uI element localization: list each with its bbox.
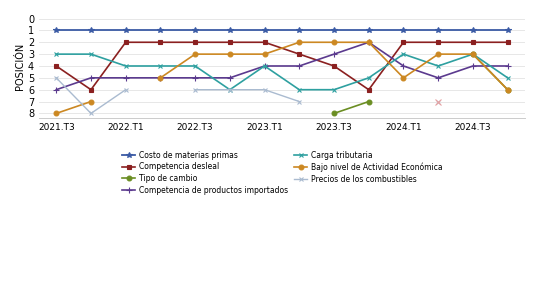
Carga tributaria <box>366 76 372 80</box>
Costo de materias primas <box>261 29 268 32</box>
Competencia desleal <box>331 64 338 68</box>
Competencia de productos importados <box>366 40 372 44</box>
Carga tributaria <box>470 52 476 56</box>
Competencia desleal <box>296 52 302 56</box>
Carga tributaria <box>261 64 268 68</box>
Precios de los combustibles <box>123 88 129 91</box>
Competencia de productos importados <box>261 64 268 68</box>
Competencia de productos importados <box>192 76 198 80</box>
Precios de los combustibles <box>53 76 59 80</box>
Carga tributaria <box>192 64 198 68</box>
Competencia de productos importados <box>331 52 338 56</box>
Line: Carga tributaria: Carga tributaria <box>54 52 510 92</box>
Costo de materias primas <box>435 29 441 32</box>
Carga tributaria <box>227 88 233 91</box>
Competencia de productos importados <box>87 76 94 80</box>
Carga tributaria <box>504 76 511 80</box>
Competencia de productos importados <box>504 64 511 68</box>
Costo de materias primas <box>53 29 59 32</box>
Costo de materias primas <box>123 29 129 32</box>
Competencia de productos importados <box>157 76 164 80</box>
Line: Tipo de cambio: Tipo de cambio <box>332 99 371 116</box>
Bajo nivel de Actividad Económica <box>87 100 94 103</box>
Competencia desleal <box>366 88 372 91</box>
Competencia desleal <box>123 40 129 44</box>
Competencia desleal <box>53 64 59 68</box>
Competencia de productos importados <box>400 64 407 68</box>
Line: Precios de los combustibles: Precios de los combustibles <box>54 75 128 116</box>
Competencia de productos importados <box>123 76 129 80</box>
Y-axis label: POSICIÓN: POSICIÓN <box>15 43 25 90</box>
Competencia desleal <box>470 40 476 44</box>
Line: Costo de materias primas: Costo de materias primas <box>53 28 510 33</box>
Competencia desleal <box>504 40 511 44</box>
Competencia desleal <box>87 88 94 91</box>
Competencia desleal <box>261 40 268 44</box>
Carga tributaria <box>123 64 129 68</box>
Line: Competencia de productos importados: Competencia de productos importados <box>53 39 511 93</box>
Costo de materias primas <box>504 29 511 32</box>
Competencia de productos importados <box>296 64 302 68</box>
Competencia de productos importados <box>470 64 476 68</box>
Line: Competencia desleal: Competencia desleal <box>54 40 510 92</box>
Carga tributaria <box>157 64 164 68</box>
Competencia desleal <box>157 40 164 44</box>
Competencia de productos importados <box>435 76 441 80</box>
Carga tributaria <box>53 52 59 56</box>
Carga tributaria <box>331 88 338 91</box>
Costo de materias primas <box>296 29 302 32</box>
Competencia desleal <box>227 40 233 44</box>
Precios de los combustibles <box>87 111 94 115</box>
Competencia de productos importados <box>53 88 59 91</box>
Carga tributaria <box>400 52 407 56</box>
Tipo de cambio <box>366 100 372 103</box>
Carga tributaria <box>435 64 441 68</box>
Tipo de cambio <box>331 111 338 115</box>
Costo de materias primas <box>227 29 233 32</box>
Line: Bajo nivel de Actividad Económica: Bajo nivel de Actividad Económica <box>54 99 93 116</box>
Costo de materias primas <box>366 29 372 32</box>
Competencia de productos importados <box>227 76 233 80</box>
Costo de materias primas <box>400 29 407 32</box>
Bajo nivel de Actividad Económica <box>53 111 59 115</box>
Costo de materias primas <box>192 29 198 32</box>
Costo de materias primas <box>331 29 338 32</box>
Competencia desleal <box>192 40 198 44</box>
Competencia desleal <box>435 40 441 44</box>
Carga tributaria <box>87 52 94 56</box>
Costo de materias primas <box>87 29 94 32</box>
Legend: Costo de materias primas, Competencia desleal, Tipo de cambio, Competencia de pr: Costo de materias primas, Competencia de… <box>119 148 446 198</box>
Competencia desleal <box>400 40 407 44</box>
Carga tributaria <box>296 88 302 91</box>
Costo de materias primas <box>470 29 476 32</box>
Costo de materias primas <box>157 29 164 32</box>
